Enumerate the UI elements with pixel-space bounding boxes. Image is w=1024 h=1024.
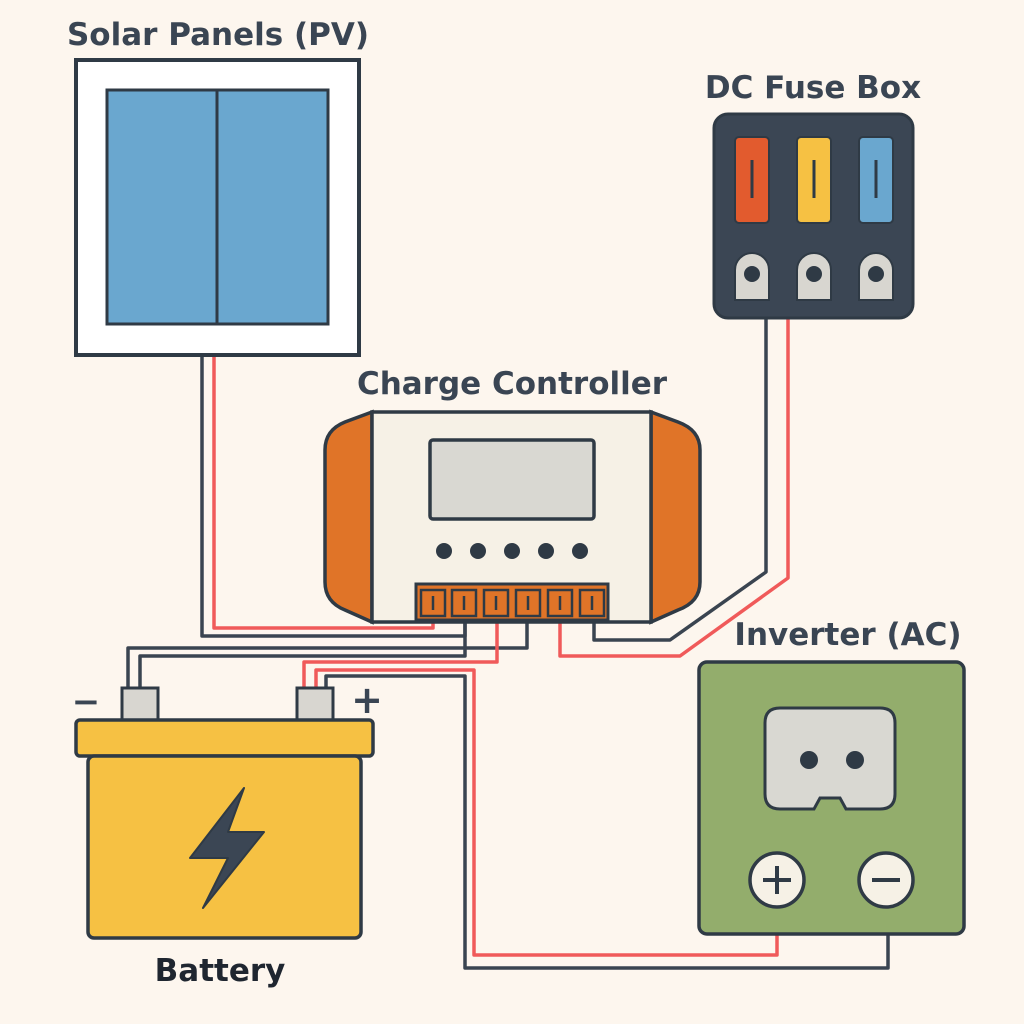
ac-outlet-hole-left [800, 751, 818, 769]
battery-negative-post [120, 686, 160, 724]
controller-led-1 [436, 543, 452, 559]
battery: − + Battery [72, 678, 383, 989]
inverter-title: Inverter (AC) [734, 617, 961, 653]
controller-terminal-block [414, 582, 610, 622]
wire-fuse-positive [558, 318, 790, 658]
battery-negative-mark: − [72, 682, 101, 722]
wires [126, 318, 890, 970]
ac-outlet-face [763, 706, 897, 811]
wire-fuse-negative [592, 318, 768, 642]
minus-terminal-icon [857, 851, 915, 909]
fuse-terminal-1-screw [744, 266, 760, 282]
solar-cell-right [215, 88, 330, 326]
lightning-bolt-icon [189, 787, 265, 909]
charge-controller: Charge Controller [323, 366, 702, 625]
controller-terminal-3 [482, 588, 510, 618]
wire-battery-positive-b [314, 668, 779, 957]
inverter: Inverter (AC) [697, 617, 966, 936]
fuse-box-title: DC Fuse Box [705, 70, 921, 106]
charge-controller-title: Charge Controller [357, 366, 668, 402]
plus-terminal-icon [748, 851, 806, 909]
controller-led-3 [504, 543, 520, 559]
controller-led-4 [538, 543, 554, 559]
fuse-terminal-3-screw [868, 266, 884, 282]
wire-battery-positive [302, 612, 499, 688]
battery-title: Battery [155, 953, 286, 989]
solar-panel-title: Solar Panels (PV) [67, 17, 369, 53]
battery-positive-mark: + [351, 678, 383, 722]
wire-inverter-negative [324, 674, 890, 970]
controller-display [428, 438, 596, 521]
controller-cap-right [649, 409, 702, 625]
wire-battery-negative-b [138, 612, 467, 688]
battery-lid [74, 718, 375, 758]
controller-cap-left [323, 409, 374, 625]
ac-outlet-icon [763, 706, 897, 811]
controller-led-2 [470, 543, 486, 559]
controller-led-5 [572, 543, 588, 559]
controller-terminal-screws [431, 596, 594, 610]
fuse-box: DC Fuse Box [705, 70, 921, 320]
solar-cell-left [105, 88, 219, 326]
solar-panel: Solar Panels (PV) [67, 17, 369, 357]
ac-outlet-hole-right [846, 751, 864, 769]
fuse-terminal-2-screw [806, 266, 822, 282]
battery-positive-post [295, 686, 335, 724]
wire-battery-negative [126, 612, 529, 688]
